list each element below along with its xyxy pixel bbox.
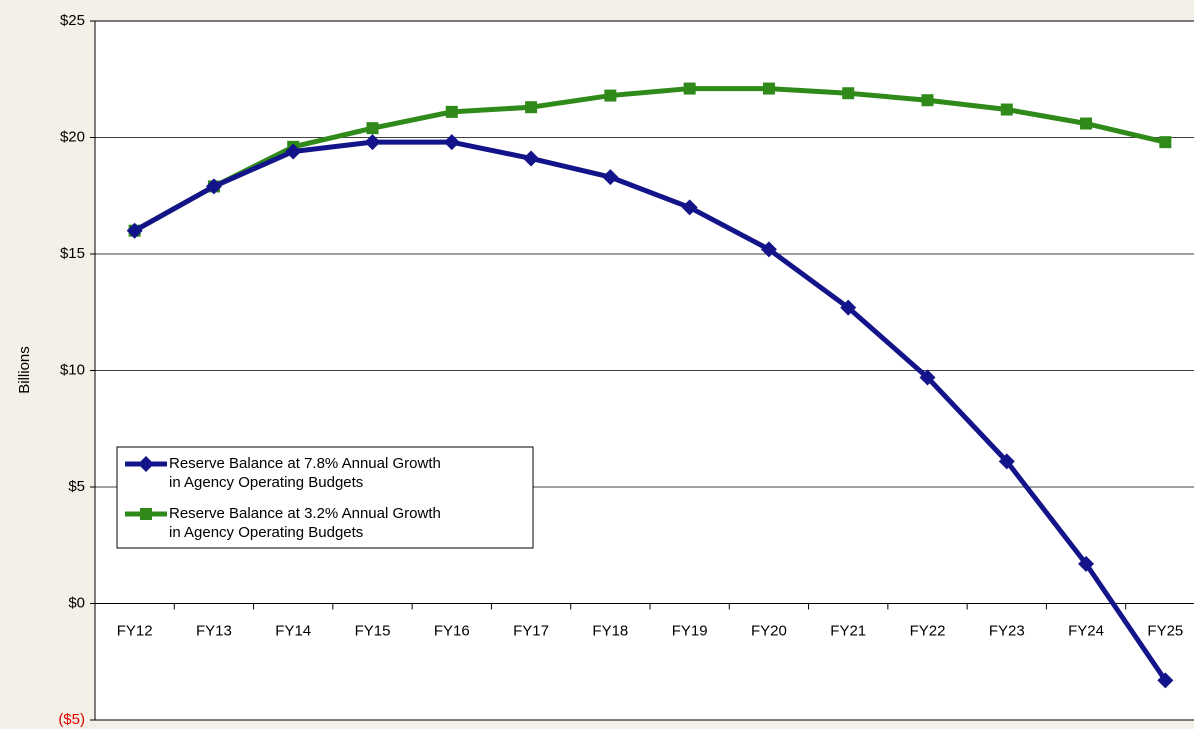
marker — [126, 222, 143, 239]
marker — [1080, 117, 1093, 130]
legend-box — [116, 446, 534, 549]
x-tick-label: FY25 — [1147, 622, 1183, 639]
x-tick-label: FY14 — [275, 622, 311, 639]
marker — [364, 134, 381, 151]
y-tick-label: $25 — [60, 12, 85, 29]
marker — [840, 299, 857, 316]
series-line — [133, 139, 1168, 682]
y-tick-label: $5 — [68, 478, 85, 495]
legend-line-text: in Agency Operating Budgets — [169, 524, 363, 541]
marker — [523, 150, 540, 167]
x-tick-label: FY17 — [513, 622, 549, 639]
legend-line-text: Reserve Balance at 3.2% Annual Growth — [169, 505, 441, 522]
marker — [445, 105, 458, 118]
marker — [998, 453, 1015, 470]
marker — [842, 87, 855, 100]
marker — [762, 82, 775, 95]
x-tick-label: FY22 — [910, 622, 946, 639]
marker — [681, 199, 698, 216]
y-tick-label: $10 — [60, 361, 85, 378]
marker — [525, 101, 538, 114]
y-tick-label: $15 — [60, 245, 85, 262]
legend-label: Reserve Balance at 7.8% Annual Growth in … — [169, 455, 441, 491]
marker — [443, 134, 460, 151]
marker — [1159, 136, 1172, 149]
marker — [919, 369, 936, 386]
x-tick-label: FY21 — [830, 622, 866, 639]
marker — [760, 241, 777, 258]
x-tick-label: FY19 — [672, 622, 708, 639]
marker — [1078, 555, 1095, 572]
y-axis-label: Billions — [16, 346, 33, 394]
x-tick-label: FY18 — [592, 622, 628, 639]
x-tick-label: FY23 — [989, 622, 1025, 639]
y-tick-label: $0 — [68, 594, 85, 611]
series-line — [133, 86, 1166, 233]
marker — [1000, 103, 1013, 116]
x-tick-label: FY20 — [751, 622, 787, 639]
marker — [683, 82, 696, 95]
legend-line-text: Reserve Balance at 7.8% Annual Growth — [169, 455, 441, 472]
x-tick-label: FY15 — [355, 622, 391, 639]
x-tick-label: FY12 — [117, 622, 153, 639]
y-tick-label: $20 — [60, 128, 85, 145]
marker — [138, 456, 154, 472]
marker — [602, 169, 619, 186]
legend-line-text: in Agency Operating Budgets — [169, 474, 363, 491]
y-tick-label: ($5) — [58, 711, 85, 728]
marker — [140, 508, 152, 520]
x-tick-label: FY24 — [1068, 622, 1104, 639]
marker — [366, 122, 379, 135]
marker — [285, 143, 302, 160]
marker — [921, 94, 934, 107]
legend-label: Reserve Balance at 3.2% Annual Growth in … — [169, 505, 441, 541]
marker — [205, 178, 222, 195]
marker — [1157, 672, 1174, 689]
x-tick-label: FY16 — [434, 622, 470, 639]
marker — [604, 89, 617, 102]
x-tick-label: FY13 — [196, 622, 232, 639]
